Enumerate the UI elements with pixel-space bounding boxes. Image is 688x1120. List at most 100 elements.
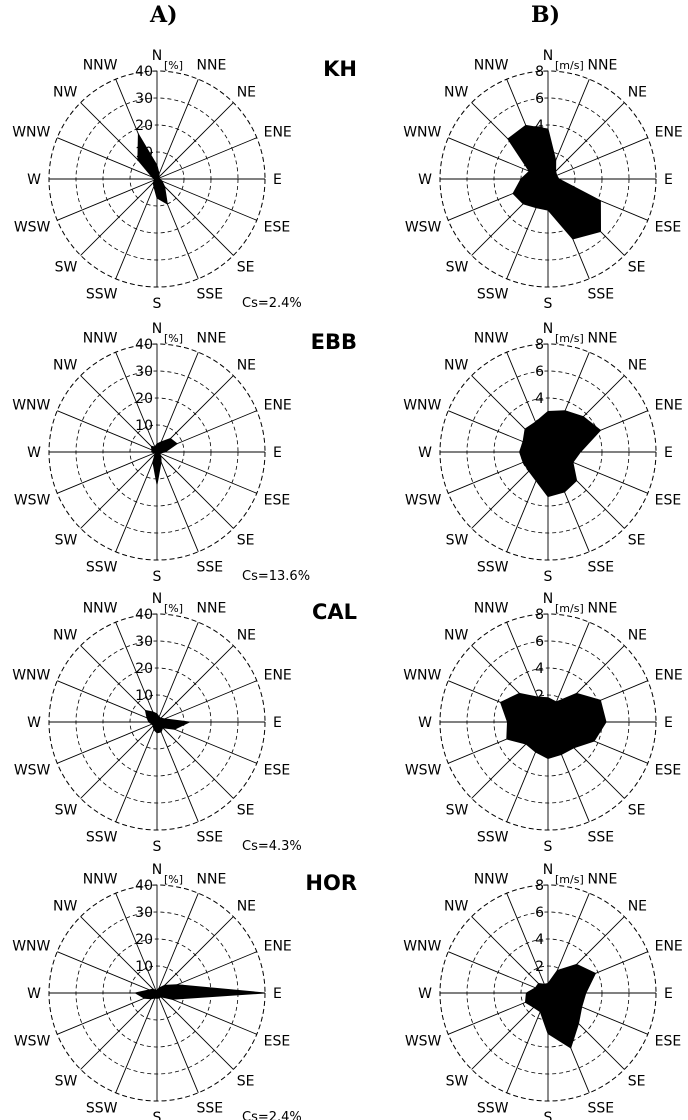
direction-label-w: W bbox=[27, 715, 41, 731]
direction-label-nw: NW bbox=[53, 84, 77, 100]
direction-label-sw: SW bbox=[55, 260, 78, 276]
direction-label-ene: ENE bbox=[655, 125, 683, 141]
direction-label-nw: NW bbox=[444, 357, 468, 373]
direction-label-nw: NW bbox=[444, 898, 468, 914]
direction-label-nne: NNE bbox=[588, 330, 618, 346]
direction-label-nnw: NNW bbox=[474, 600, 509, 616]
ring-label: 40 bbox=[135, 337, 153, 353]
series-polygon bbox=[144, 709, 192, 734]
direction-label-wnw: WNW bbox=[403, 668, 441, 684]
station-title: CAL bbox=[312, 600, 357, 624]
series-polygon bbox=[507, 124, 602, 240]
direction-label-e: E bbox=[664, 715, 673, 731]
direction-label-sse: SSE bbox=[197, 1101, 224, 1117]
direction-label-e: E bbox=[273, 445, 282, 461]
direction-label-sse: SSE bbox=[197, 287, 224, 303]
series-polygon bbox=[519, 410, 602, 498]
direction-label-ne: NE bbox=[237, 898, 256, 914]
direction-label-wsw: WSW bbox=[14, 493, 51, 509]
direction-label-ene: ENE bbox=[264, 125, 292, 141]
ring-6 bbox=[466, 911, 630, 1075]
wind-rose-cal-a: 10 20 30 40 [%]N NNE NE ENE E ESE SE SSE S SSW SW WSW W W… bbox=[12, 591, 357, 855]
ring-label: 4 bbox=[535, 661, 544, 677]
direction-label-ese: ESE bbox=[655, 220, 682, 236]
ring-label: 6 bbox=[535, 634, 544, 650]
direction-label-ssw: SSW bbox=[477, 560, 509, 576]
direction-label-ese: ESE bbox=[655, 1034, 682, 1050]
direction-label-ssw: SSW bbox=[86, 1101, 118, 1117]
ring-40 bbox=[48, 343, 266, 561]
direction-label-wsw: WSW bbox=[405, 763, 442, 779]
wind-rose-ebb-a: 10 20 30 40 [%]N NNE NE ENE E ESE SE SSE S SSW SW WSW W W… bbox=[12, 321, 357, 585]
direction-label-wnw: WNW bbox=[12, 125, 50, 141]
ring-label: 30 bbox=[135, 364, 153, 380]
direction-label-nne: NNE bbox=[197, 57, 227, 73]
direction-label-nw: NW bbox=[53, 898, 77, 914]
direction-label-ne: NE bbox=[237, 357, 256, 373]
direction-label-wsw: WSW bbox=[14, 763, 51, 779]
ring-label: 8 bbox=[535, 337, 544, 353]
direction-label-e: E bbox=[273, 986, 282, 1002]
direction-label-sse: SSE bbox=[197, 560, 224, 576]
ring-label: 4 bbox=[535, 118, 544, 134]
ring-8 bbox=[439, 70, 657, 288]
ring-6 bbox=[466, 370, 630, 534]
ring-label: 10 bbox=[135, 418, 153, 434]
direction-label-s: S bbox=[153, 296, 162, 312]
direction-label-w: W bbox=[418, 986, 432, 1002]
direction-label-wsw: WSW bbox=[405, 493, 442, 509]
unit-label: [m/s] bbox=[555, 873, 584, 886]
calm-label: Cs=4.3% bbox=[242, 839, 302, 854]
direction-label-nw: NW bbox=[444, 627, 468, 643]
direction-label-nne: NNE bbox=[197, 600, 227, 616]
calm-label: Cs=2.4% bbox=[242, 1110, 302, 1120]
direction-label-wnw: WNW bbox=[403, 398, 441, 414]
ring-label: 2 bbox=[535, 145, 544, 161]
ring-label: 10 bbox=[135, 959, 153, 975]
direction-label-ene: ENE bbox=[264, 939, 292, 955]
direction-label-ese: ESE bbox=[655, 763, 682, 779]
direction-label-wnw: WNW bbox=[403, 125, 441, 141]
series-polygon bbox=[137, 132, 168, 205]
ring-10 bbox=[129, 151, 185, 207]
direction-label-wnw: WNW bbox=[403, 939, 441, 955]
calm-label: Cs=13.6% bbox=[242, 569, 310, 584]
ring-label: 10 bbox=[135, 145, 153, 161]
direction-label-se: SE bbox=[237, 1074, 255, 1090]
ring-8 bbox=[439, 343, 657, 561]
ring-30 bbox=[75, 97, 239, 261]
wind-rose-kh-a: 10 20 30 40 [%]N NNE NE ENE E ESE SE SSE S SSW SW WSW W W… bbox=[12, 48, 357, 312]
direction-label-sw: SW bbox=[446, 260, 469, 276]
unit-label: [%] bbox=[164, 873, 183, 886]
direction-label-nnw: NNW bbox=[474, 330, 509, 346]
station-title: EBB bbox=[311, 330, 357, 354]
unit-label: [%] bbox=[164, 602, 183, 615]
direction-label-nne: NNE bbox=[197, 871, 227, 887]
direction-label-sse: SSE bbox=[588, 830, 615, 846]
direction-label-sse: SSE bbox=[588, 287, 615, 303]
direction-label-sw: SW bbox=[446, 533, 469, 549]
direction-label-ssw: SSW bbox=[86, 830, 118, 846]
ring-label: 2 bbox=[535, 959, 544, 975]
direction-label-se: SE bbox=[628, 260, 646, 276]
ring-label: 30 bbox=[135, 905, 153, 921]
direction-label-wnw: WNW bbox=[12, 939, 50, 955]
ring-4 bbox=[493, 938, 603, 1048]
ring-label: 20 bbox=[135, 118, 153, 134]
direction-label-s: S bbox=[544, 839, 553, 855]
direction-label-ne: NE bbox=[628, 627, 647, 643]
direction-label-n: N bbox=[152, 862, 162, 878]
direction-label-ene: ENE bbox=[264, 668, 292, 684]
direction-label-nnw: NNW bbox=[474, 871, 509, 887]
direction-label-ene: ENE bbox=[655, 668, 683, 684]
ring-30 bbox=[75, 640, 239, 804]
wind-rose-hor-b: 2 4 6 8 [m/s]N NNE NE ENE E ESE SE SSE S SSW SW WSW W WNW… bbox=[403, 862, 683, 1120]
direction-label-nne: NNE bbox=[588, 871, 618, 887]
direction-label-ne: NE bbox=[628, 84, 647, 100]
direction-label-se: SE bbox=[237, 533, 255, 549]
ring-30 bbox=[75, 370, 239, 534]
direction-label-ssw: SSW bbox=[477, 830, 509, 846]
direction-label-se: SE bbox=[237, 260, 255, 276]
direction-label-ese: ESE bbox=[264, 493, 291, 509]
ring-label: 4 bbox=[535, 391, 544, 407]
